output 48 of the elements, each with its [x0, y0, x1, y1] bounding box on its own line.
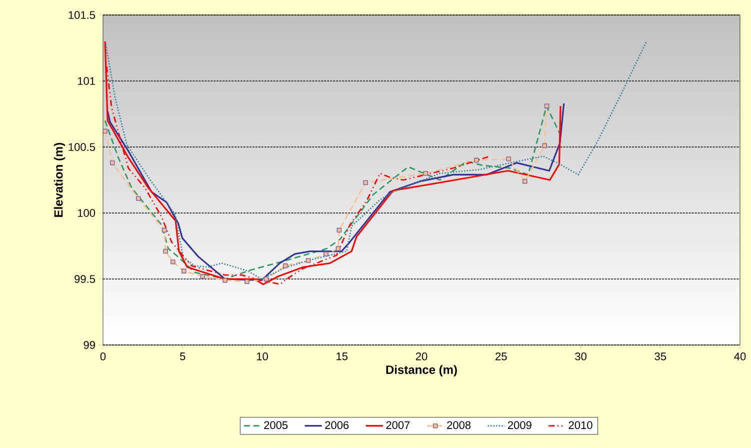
- x-tick-label: 10: [256, 352, 268, 360]
- point: [544, 104, 550, 108]
- point: [110, 160, 115, 166]
- x-tick-label: 5: [180, 352, 186, 360]
- point: [363, 180, 368, 186]
- y-tick-label: 101: [78, 77, 95, 85]
- point: [170, 259, 176, 264]
- point: [136, 196, 141, 201]
- legend-label: 2010: [568, 421, 592, 430]
- point: [506, 156, 512, 162]
- point: [522, 178, 528, 184]
- point: [222, 278, 228, 283]
- point: [163, 248, 168, 254]
- y-tick-label: 101.5: [68, 11, 96, 19]
- legend-label: 2005: [264, 421, 288, 430]
- legend-label: 2008: [447, 421, 471, 430]
- x-tick-label: 0: [100, 352, 106, 360]
- x-tick-label: 35: [654, 352, 666, 360]
- point: [474, 158, 479, 163]
- y-tick-label: 99.5: [74, 275, 96, 283]
- point: [182, 268, 186, 274]
- point: [244, 279, 250, 284]
- y-axis-title: Elevation (m): [54, 142, 66, 217]
- point: [264, 276, 269, 282]
- x-tick-label: 15: [336, 352, 348, 360]
- point: [306, 258, 311, 263]
- point: [324, 252, 328, 256]
- x-axis-title: Distance (m): [386, 365, 457, 376]
- y-tick-label: 99: [84, 341, 95, 349]
- point: [336, 228, 342, 233]
- x-tick-label: 20: [416, 352, 428, 360]
- legend-label: 2007: [386, 421, 410, 430]
- legend-label: 2009: [508, 421, 532, 430]
- line-series: [105, 40, 648, 280]
- line-series: [104, 40, 562, 286]
- point: [162, 228, 167, 233]
- x-tick-label: 25: [496, 352, 507, 360]
- point: [542, 143, 547, 148]
- point: [423, 171, 428, 176]
- point: [336, 246, 341, 252]
- point: [200, 274, 206, 279]
- legend-label: 2006: [325, 421, 349, 430]
- y-tick-label: 100: [78, 209, 96, 217]
- x-tick-label: 40: [734, 352, 746, 360]
- x-tick-label: 30: [575, 352, 586, 360]
- y-tick-label: 100.5: [68, 143, 96, 151]
- point: [282, 263, 288, 268]
- point: [102, 128, 108, 134]
